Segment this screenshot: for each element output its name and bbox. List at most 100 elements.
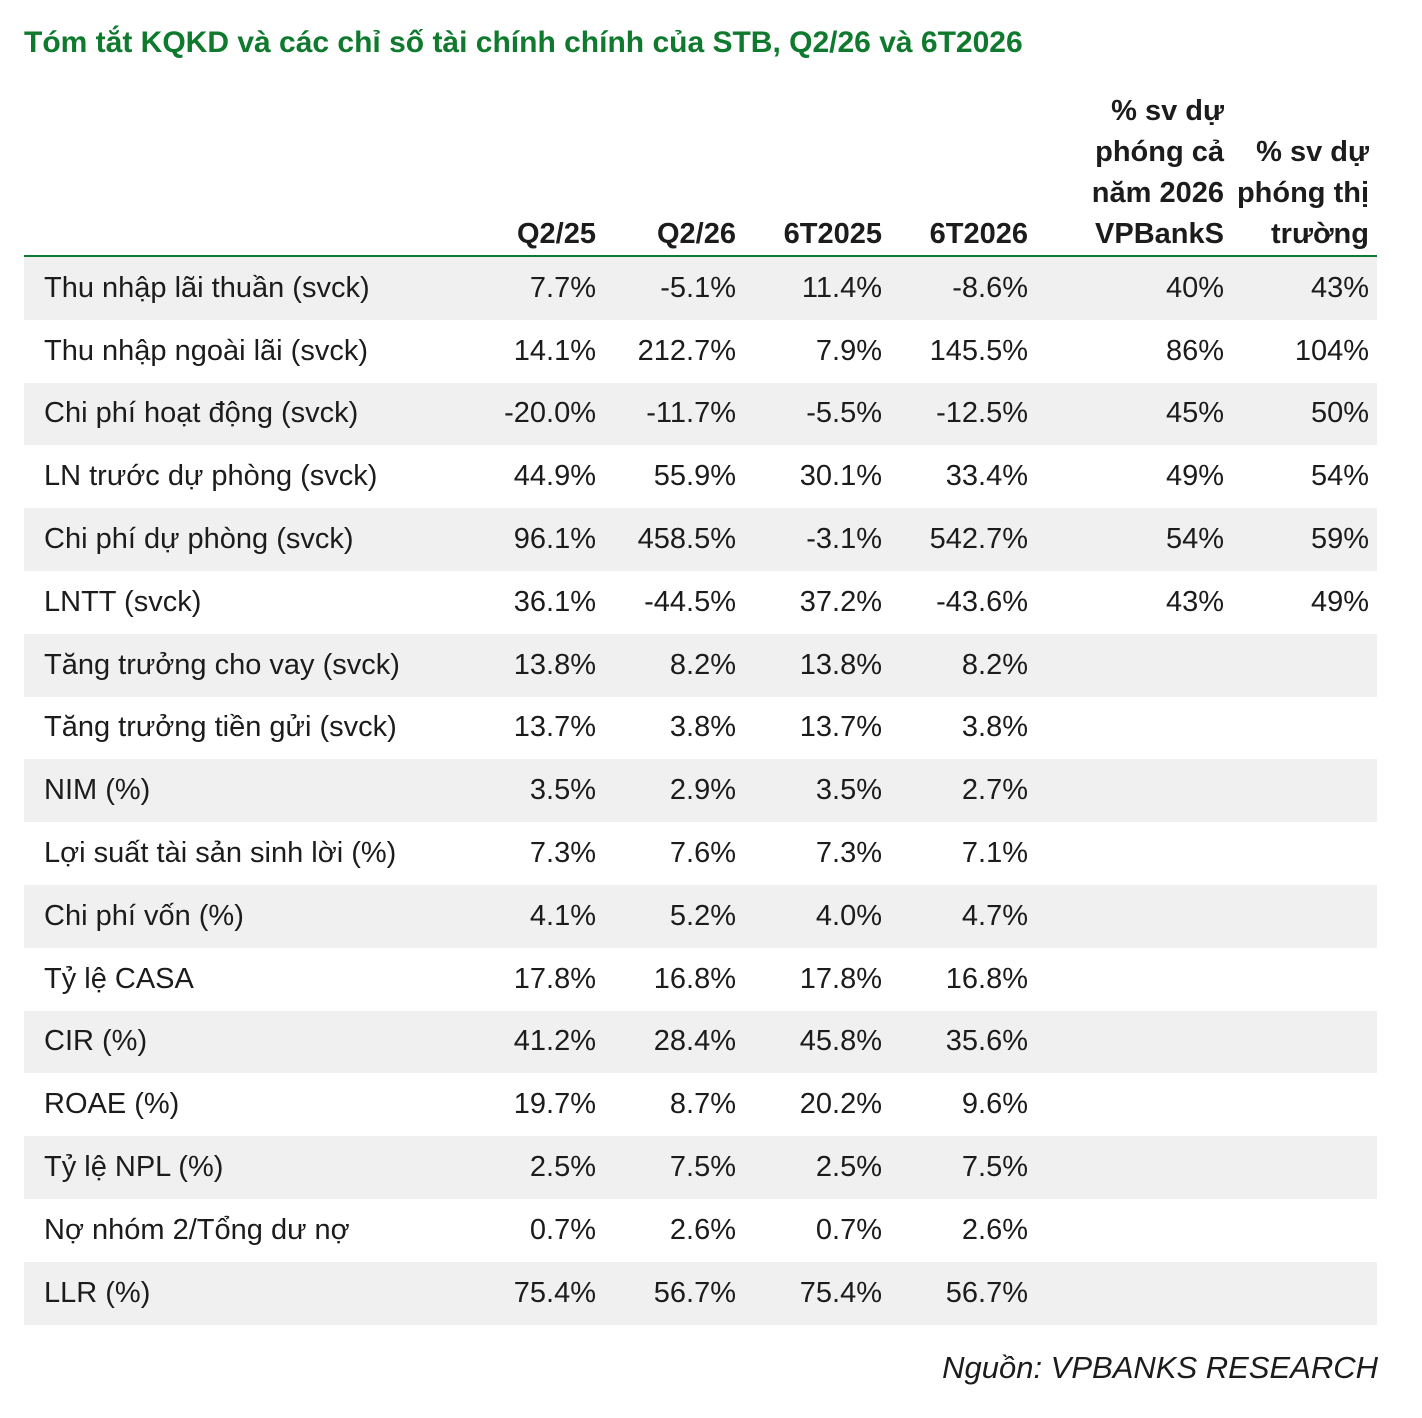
row-value: 7.9% xyxy=(744,319,890,383)
row-label: Lợi suất tài sản sinh lời (%) xyxy=(24,822,454,885)
table-row: Chi phí hoạt động (svck) -20.0% -11.7% -5.5… xyxy=(24,382,1377,446)
row-value: 14.1% xyxy=(454,319,604,383)
row-value: 2.6% xyxy=(890,1198,1036,1262)
table-row: CIR (%) 41.2% 28.4% 45.8% 35.6% xyxy=(24,1010,1377,1074)
table-row: Chi phí vốn (%) 4.1% 5.2% 4.0% 4.7% xyxy=(24,884,1377,948)
row-value: 28.4% xyxy=(604,1010,744,1074)
row-value: 50% xyxy=(1232,382,1377,446)
row-value: 2.7% xyxy=(890,759,1036,823)
row-value xyxy=(1036,822,1232,885)
table-row: Thu nhập lãi thuần (svck) 7.7% -5.1% 11.4% -… xyxy=(24,256,1377,320)
row-value: 212.7% xyxy=(604,319,744,383)
row-value xyxy=(1232,1136,1377,1199)
row-value: 4.1% xyxy=(454,884,604,948)
row-value: 75.4% xyxy=(454,1261,604,1325)
row-value: 2.5% xyxy=(454,1136,604,1199)
row-value: -20.0% xyxy=(454,382,604,446)
table-row: LN trước dự phòng (svck) 44.9% 55.9% 30.1% 3… xyxy=(24,445,1377,509)
row-value: -8.6% xyxy=(890,256,1036,320)
row-value: 8.2% xyxy=(890,633,1036,697)
row-value: 3.8% xyxy=(890,696,1036,760)
row-value: 7.5% xyxy=(890,1136,1036,1199)
row-value: -5.5% xyxy=(744,382,890,446)
financial-summary-table: Q2/25 Q2/26 6T2025 6T2026 % sv dự phóng … xyxy=(24,90,1377,1325)
row-value: 8.7% xyxy=(604,1073,744,1137)
row-value: -5.1% xyxy=(604,256,744,320)
row-value: 4.7% xyxy=(890,884,1036,948)
table-header-row: Q2/25 Q2/26 6T2025 6T2026 % sv dự phóng … xyxy=(24,90,1377,257)
row-value xyxy=(1036,633,1232,697)
row-value: 56.7% xyxy=(890,1261,1036,1325)
row-label: Tỷ lệ NPL (%) xyxy=(24,1136,454,1199)
row-value: 30.1% xyxy=(744,445,890,509)
row-label: Chi phí hoạt động (svck) xyxy=(24,382,454,446)
row-value: 2.6% xyxy=(604,1198,744,1262)
row-value: 4.0% xyxy=(744,884,890,948)
row-value: 7.3% xyxy=(454,822,604,885)
source-note: Nguồn: VPBANKS RESEARCH xyxy=(942,1350,1378,1385)
row-value: 41.2% xyxy=(454,1010,604,1074)
table-row: Tăng trưởng cho vay (svck) 13.8% 8.2% 13.8%… xyxy=(24,633,1377,697)
table-row: Thu nhập ngoài lãi (svck) 14.1% 212.7% 7.9%… xyxy=(24,319,1377,383)
row-value: 43% xyxy=(1232,256,1377,320)
row-value xyxy=(1036,1073,1232,1137)
row-value: 49% xyxy=(1036,445,1232,509)
row-value xyxy=(1232,1261,1377,1325)
row-value xyxy=(1036,759,1232,823)
table-row: Tỷ lệ CASA 17.8% 16.8% 17.8% 16.8% xyxy=(24,947,1377,1011)
row-label: Thu nhập lãi thuần (svck) xyxy=(24,256,454,320)
row-value: 96.1% xyxy=(454,508,604,571)
row-value xyxy=(1232,884,1377,948)
row-value: -44.5% xyxy=(604,570,744,634)
table-body: Thu nhập lãi thuần (svck) 7.7% -5.1% 11.4% -… xyxy=(24,256,1377,1325)
row-value: 145.5% xyxy=(890,319,1036,383)
row-value: 7.3% xyxy=(744,822,890,885)
header-6t2026: 6T2026 xyxy=(890,90,1036,257)
row-value xyxy=(1232,696,1377,760)
header-6t2025: 6T2025 xyxy=(744,90,890,257)
row-value: 45.8% xyxy=(744,1010,890,1074)
row-label: LNTT (svck) xyxy=(24,570,454,634)
row-value: 13.8% xyxy=(744,633,890,697)
table-row: Tăng trưởng tiền gửi (svck) 13.7% 3.8% 13.7… xyxy=(24,696,1377,760)
row-value: 8.2% xyxy=(604,633,744,697)
row-value: 45% xyxy=(1036,382,1232,446)
row-value xyxy=(1036,1136,1232,1199)
row-value: 3.5% xyxy=(744,759,890,823)
row-value: 9.6% xyxy=(890,1073,1036,1137)
row-label: CIR (%) xyxy=(24,1010,454,1074)
row-label: ROAE (%) xyxy=(24,1073,454,1137)
page-title: Tóm tắt KQKD và các chỉ số tài chính chí… xyxy=(24,26,1023,59)
row-value: 43% xyxy=(1036,570,1232,634)
row-value: 13.7% xyxy=(744,696,890,760)
row-value: 0.7% xyxy=(744,1198,890,1262)
row-label: Tỷ lệ CASA xyxy=(24,947,454,1011)
row-value xyxy=(1232,1073,1377,1137)
row-value: 7.6% xyxy=(604,822,744,885)
row-label: Chi phí dự phòng (svck) xyxy=(24,508,454,571)
row-value xyxy=(1036,1010,1232,1074)
table-row: Tỷ lệ NPL (%) 2.5% 7.5% 2.5% 7.5% xyxy=(24,1136,1377,1199)
row-value: -12.5% xyxy=(890,382,1036,446)
row-label: Tăng trưởng tiền gửi (svck) xyxy=(24,696,454,760)
row-value: 2.9% xyxy=(604,759,744,823)
table-row: NIM (%) 3.5% 2.9% 3.5% 2.7% xyxy=(24,759,1377,823)
row-value: 19.7% xyxy=(454,1073,604,1137)
row-value: 5.2% xyxy=(604,884,744,948)
row-value: 37.2% xyxy=(744,570,890,634)
row-value: 7.5% xyxy=(604,1136,744,1199)
row-value: 54% xyxy=(1036,508,1232,571)
row-value xyxy=(1036,1261,1232,1325)
row-value xyxy=(1232,759,1377,823)
row-value xyxy=(1232,633,1377,697)
row-label: Tăng trưởng cho vay (svck) xyxy=(24,633,454,697)
row-value: 7.1% xyxy=(890,822,1036,885)
row-value: 36.1% xyxy=(454,570,604,634)
row-value: 7.7% xyxy=(454,256,604,320)
row-value xyxy=(1036,947,1232,1011)
row-value: 86% xyxy=(1036,319,1232,383)
table-row: ROAE (%) 19.7% 8.7% 20.2% 9.6% xyxy=(24,1073,1377,1137)
row-value: 17.8% xyxy=(744,947,890,1011)
row-value: 3.8% xyxy=(604,696,744,760)
row-label: NIM (%) xyxy=(24,759,454,823)
